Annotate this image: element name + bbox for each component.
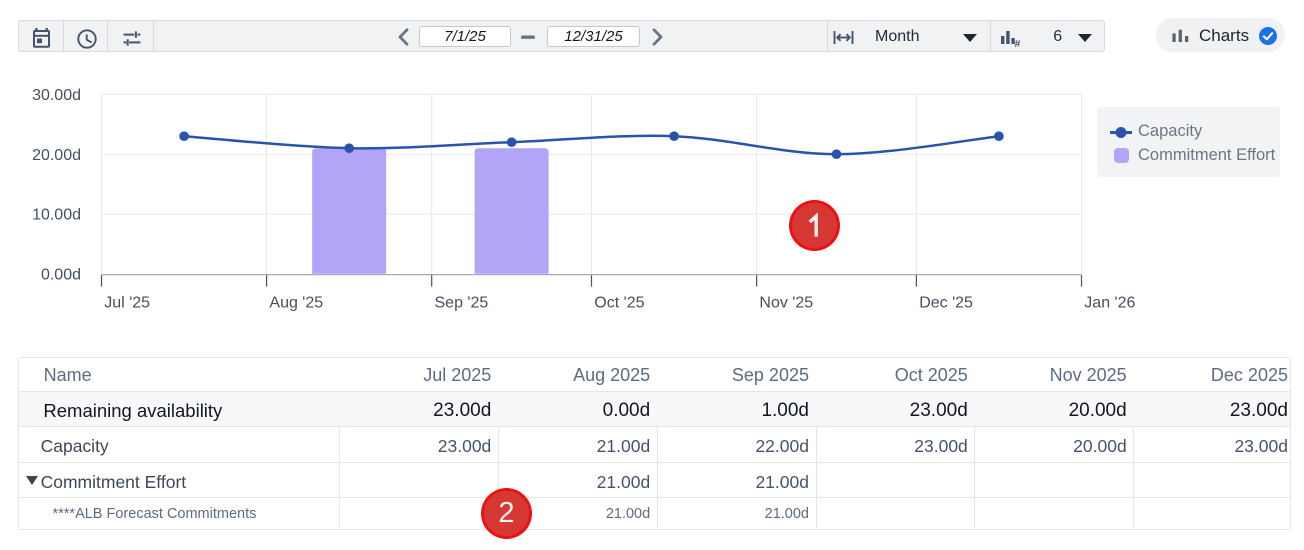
svg-text:10.00d: 10.00d bbox=[32, 207, 81, 224]
svg-text:Dec '25: Dec '25 bbox=[919, 295, 973, 312]
svg-text:Sep '25: Sep '25 bbox=[435, 295, 489, 312]
svg-text:Nov '25: Nov '25 bbox=[759, 295, 813, 312]
svg-text:30.00d: 30.00d bbox=[32, 87, 81, 104]
svg-text:Aug '25: Aug '25 bbox=[269, 295, 323, 312]
svg-text:Oct '25: Oct '25 bbox=[594, 295, 644, 312]
svg-text:Jul '25: Jul '25 bbox=[104, 295, 150, 312]
svg-text:0.00d: 0.00d bbox=[41, 267, 81, 284]
svg-text:Jan '26: Jan '26 bbox=[1084, 295, 1135, 312]
svg-text:20.00d: 20.00d bbox=[32, 147, 81, 164]
svg-text:#: # bbox=[1015, 38, 1021, 47]
